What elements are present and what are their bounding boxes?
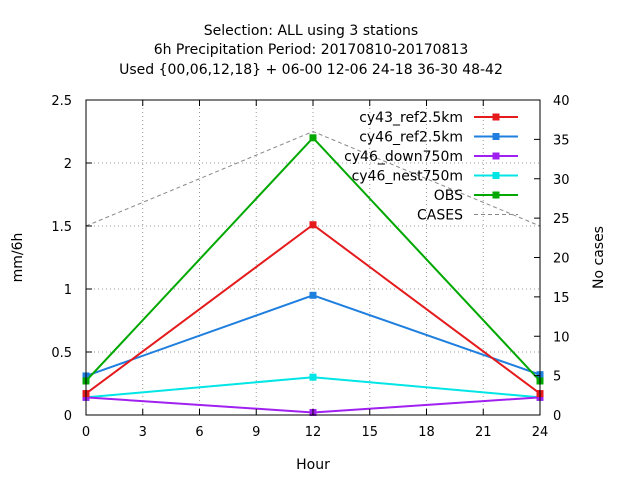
chart-title: Selection: ALL using 3 stations 6h Preci… — [119, 23, 503, 78]
x-tick-label: 15 — [361, 425, 378, 440]
data-point-cy43_ref2.5km — [309, 221, 317, 229]
y-tick-label: 1.5 — [51, 220, 72, 235]
y2-tick-label: 10 — [553, 330, 570, 345]
y2-tick-label: 5 — [553, 370, 561, 385]
x-tick-label: 9 — [252, 425, 260, 440]
legend-label-CASES: CASES — [417, 208, 463, 224]
y2-axis-label: No cases — [591, 226, 607, 289]
x-tick-label: 18 — [418, 425, 435, 440]
legend-marker-cy46_down750m — [492, 152, 500, 160]
legend-marker-OBS — [492, 191, 500, 199]
series-CASES — [85, 130, 541, 227]
y-tick-label: 0.5 — [51, 346, 72, 361]
y-tick-label: 1 — [64, 283, 72, 298]
x-tick-label: 12 — [305, 425, 322, 440]
grid-lines — [86, 100, 540, 415]
x-tick-label: 6 — [195, 425, 203, 440]
x-tick-label: 3 — [139, 425, 147, 440]
legend: cy43_ref2.5km cy46_ref2.5km cy46_down750mc… — [344, 110, 518, 224]
series-layer — [82, 130, 544, 416]
legend-marker-cy46_nest750m — [492, 172, 500, 179]
data-point-OBS — [309, 134, 317, 142]
axis-ticks: 0 3 6 9 12 15 18 21 24 0 0.5 1 1.5 2 2.5 0 5 10 15 20 25 30 35… — [51, 94, 569, 440]
data-point-cy46_ref2.5km — [309, 291, 317, 299]
y-tick-label: 2.5 — [51, 94, 72, 109]
y2-tick-label: 15 — [553, 291, 570, 306]
x-tick-label: 21 — [475, 425, 492, 440]
series-OBS — [82, 134, 544, 385]
y2-tick-label: 0 — [553, 409, 561, 424]
y2-tick-label: 40 — [553, 94, 570, 109]
y2-tick-label: 25 — [553, 212, 570, 227]
legend-marker-cy46_ref2.5km — [492, 133, 500, 140]
plot-frame — [85, 99, 541, 416]
y2-tick-label: 30 — [553, 173, 570, 188]
data-point-cy46_nest750m — [309, 373, 317, 381]
x-axis-label: Hour — [296, 457, 330, 473]
x-tick-label: 24 — [532, 425, 549, 440]
y-axis-label: mm/6h — [10, 233, 26, 283]
legend-label-cy46_nest750m: cy46_nest750m — [352, 169, 463, 185]
legend-label-OBS: OBS — [434, 188, 463, 204]
y2-tick-label: 35 — [553, 133, 570, 148]
title-line-1: Selection: ALL using 3 stations — [204, 23, 418, 39]
x-tick-label: 0 — [82, 425, 90, 440]
title-line-3: Used {00,06,12,18} + 06-00 12-06 24-18 3… — [119, 62, 503, 78]
legend-label-cy46_ref2.5km: cy46_ref2.5km — [359, 130, 463, 146]
legend-label-cy46_down750m: cy46_down750m — [344, 149, 463, 165]
y-tick-label: 0 — [64, 409, 72, 424]
y2-tick-label: 20 — [553, 252, 570, 267]
legend-label-cy43_ref2.5km: cy43_ref2.5km — [359, 110, 463, 126]
y-tick-label: 2 — [64, 157, 72, 172]
series-line-CASES — [85, 130, 541, 227]
series-cy43_ref2.5km — [82, 221, 544, 398]
legend-marker-cy43_ref2.5km — [492, 113, 500, 121]
title-line-2: 6h Precipitation Period: 20170810-201708… — [154, 42, 469, 58]
